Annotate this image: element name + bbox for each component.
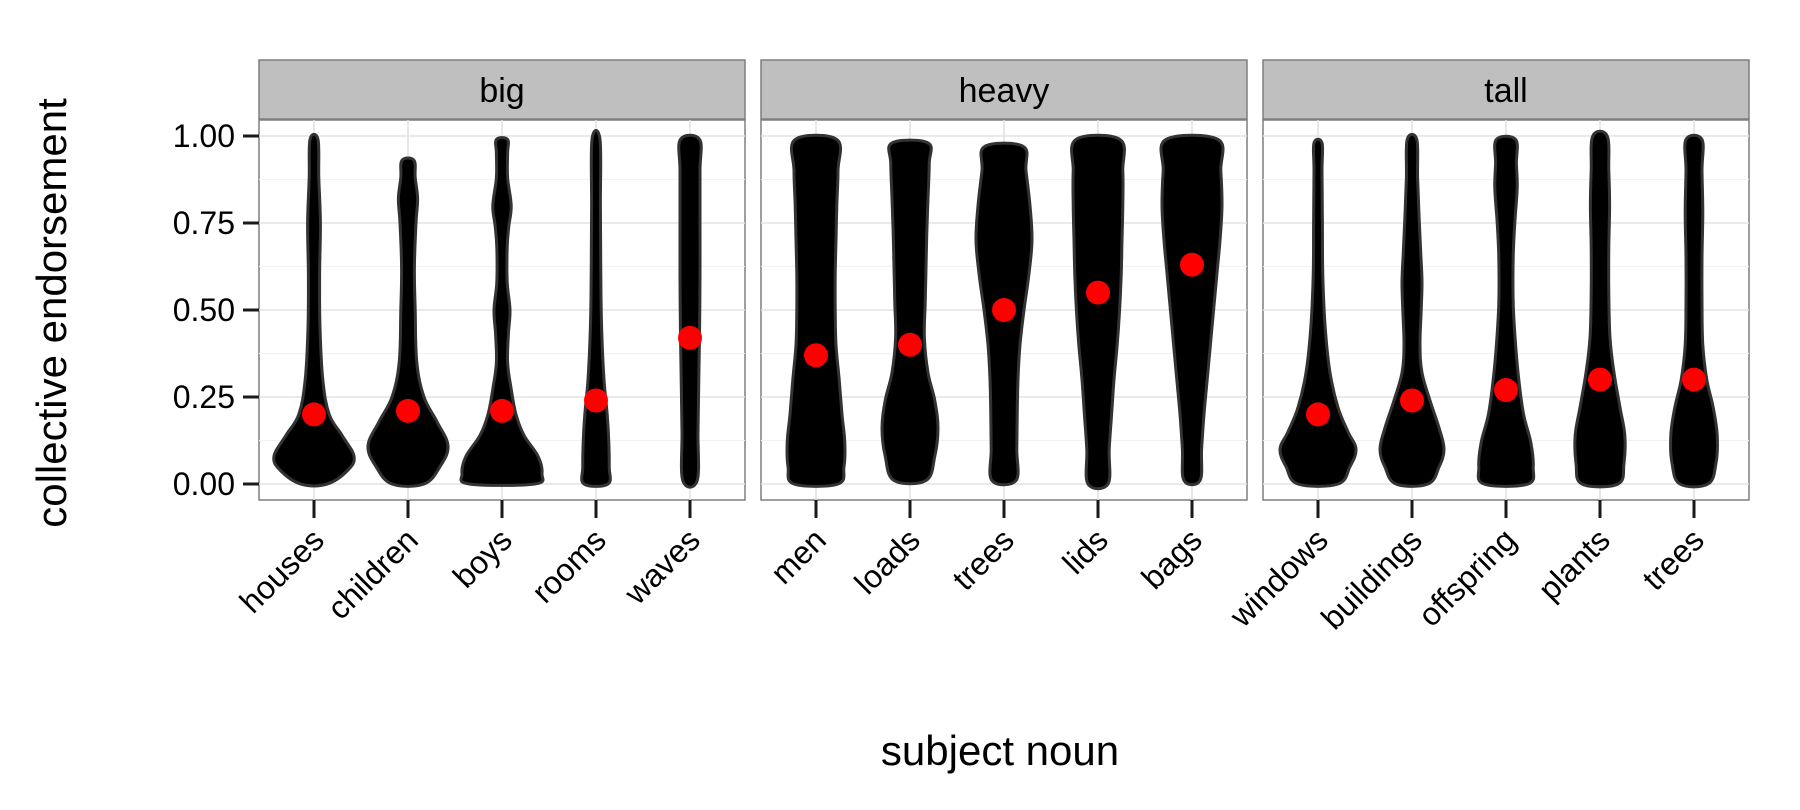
mean-point-trees xyxy=(992,298,1016,322)
violin-lids xyxy=(1070,133,1126,491)
x-tick-label: rooms xyxy=(525,521,613,609)
x-tick-label: windows xyxy=(1222,521,1335,634)
facet-strip xyxy=(760,59,1248,120)
mean-point-waves xyxy=(678,325,702,350)
x-tick-label: offspring xyxy=(1411,521,1523,633)
mean-point-offspring xyxy=(1494,378,1518,403)
x-tick-label: men xyxy=(763,521,832,590)
mean-point-men xyxy=(804,343,828,368)
x-tick-label: trees xyxy=(1635,521,1711,597)
mean-point-bags xyxy=(1180,252,1204,277)
x-tick-label: children xyxy=(320,521,425,626)
mean-point-houses xyxy=(302,402,326,427)
x-tick-label: waves xyxy=(617,521,707,611)
mean-point-buildings xyxy=(1400,388,1424,413)
facet-strip-label: heavy xyxy=(959,72,1050,110)
violin-buildings xyxy=(1378,132,1446,488)
y-tick-label: 0.75 xyxy=(173,205,235,241)
x-tick-label: lids xyxy=(1056,521,1115,580)
x-tick-label: buildings xyxy=(1314,521,1429,636)
violin-children xyxy=(366,156,450,488)
mean-point-children xyxy=(396,398,420,423)
mean-point-loads xyxy=(898,332,922,357)
x-tick-label: plants xyxy=(1531,521,1617,607)
mean-point-trees xyxy=(1682,367,1706,392)
x-tick-label: loads xyxy=(847,521,927,601)
x-axis-title: subject noun xyxy=(881,727,1119,774)
facet-strip xyxy=(1262,59,1750,120)
x-tick-label: trees xyxy=(945,521,1021,597)
violin-offspring xyxy=(1476,134,1536,488)
facet-strip-label: tall xyxy=(1484,72,1527,110)
facet-strip-label: big xyxy=(479,72,524,110)
violin-waves xyxy=(677,133,703,489)
mean-point-windows xyxy=(1306,402,1330,427)
y-axis: 0.00 0.25 0.50 0.75 1.00 xyxy=(173,118,259,502)
violin-plants xyxy=(1573,129,1627,489)
violin-trees xyxy=(1669,133,1719,489)
violin-houses xyxy=(272,132,356,488)
y-tick-label: 0.25 xyxy=(173,379,235,415)
y-tick-label: 0.00 xyxy=(173,466,235,502)
violin-men xyxy=(785,133,847,488)
facet-heavy: heavy men loads trees lids bags xyxy=(760,59,1248,601)
violin-boys xyxy=(459,136,545,487)
y-tick-label: 1.00 xyxy=(173,118,235,154)
mean-point-rooms xyxy=(584,388,608,413)
mean-point-plants xyxy=(1588,367,1612,392)
mean-point-lids xyxy=(1086,280,1110,305)
violin-loads xyxy=(880,138,940,486)
y-axis-title: collective endorsement xyxy=(28,98,75,528)
x-tick-label: houses xyxy=(233,521,331,619)
mean-point-boys xyxy=(490,398,514,423)
violin-bags xyxy=(1159,133,1225,487)
x-tick-label: boys xyxy=(446,521,519,594)
facet-strip xyxy=(258,59,746,120)
y-tick-label: 0.50 xyxy=(173,292,235,328)
violin-windows xyxy=(1278,137,1358,488)
x-tick-label: bags xyxy=(1134,521,1209,596)
